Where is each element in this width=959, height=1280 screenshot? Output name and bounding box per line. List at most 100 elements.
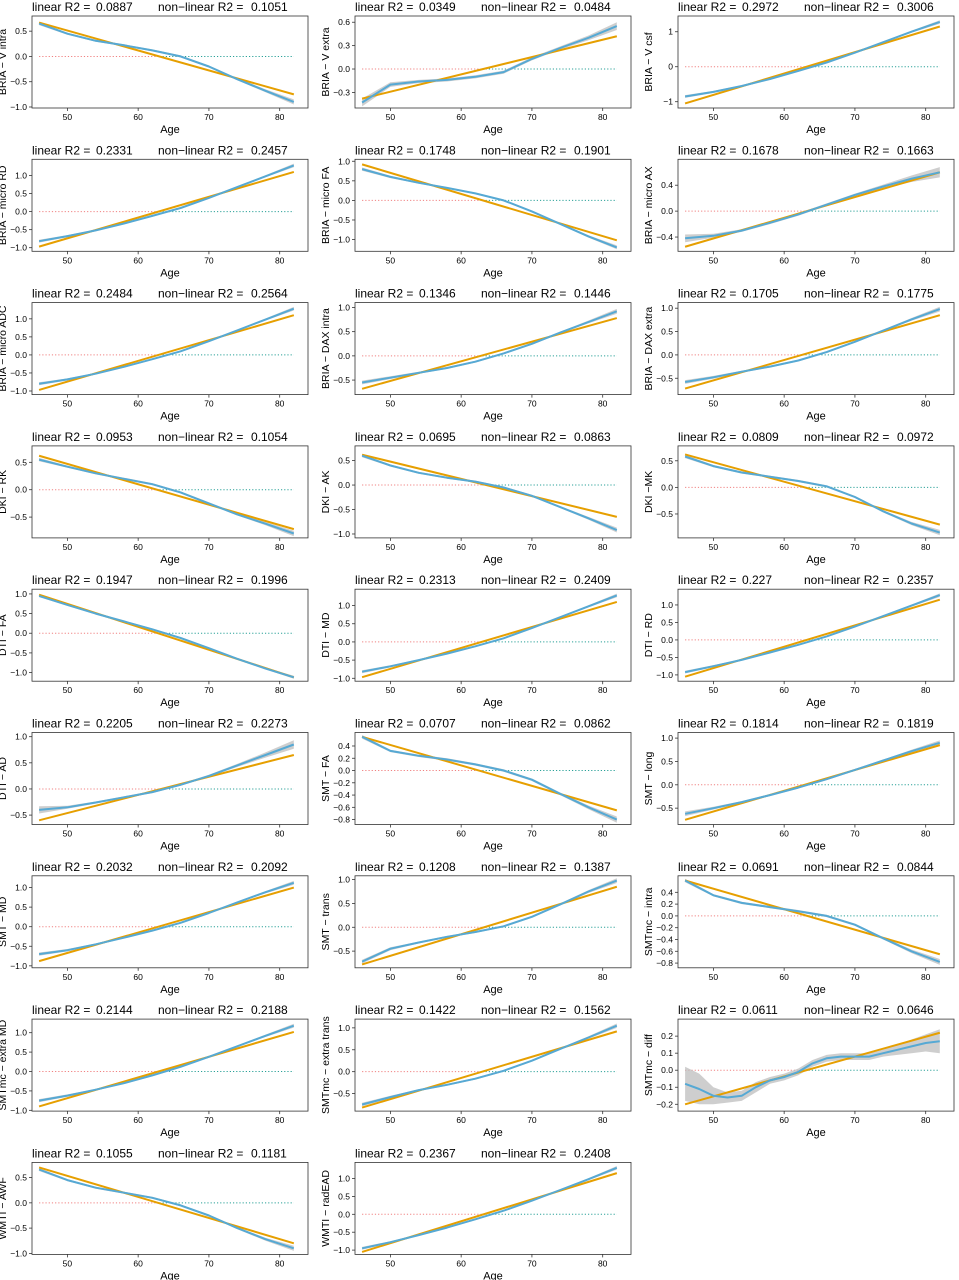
linear-r2-label: linear R2 = (32, 717, 90, 731)
y-tick-label: 0.5 (15, 189, 27, 199)
linear-r2-label: linear R2 = (355, 1146, 413, 1160)
nonlinear-fit-line (684, 1040, 940, 1099)
linear-r2-value: 0.1422 (419, 1003, 456, 1017)
linear-fit-line (684, 25, 941, 105)
y-axis-label: SMTmc − diff (643, 1034, 655, 1096)
x-axis-label: Age (160, 984, 180, 996)
chart-panel: linear R2 = 0.0887 non−linear R2 = 0.1051 50… (0, 0, 309, 136)
y-axis-label: BRIA − DAX extra (643, 307, 655, 391)
nonlinear-fit-line (361, 168, 618, 249)
x-tick-label: 70 (850, 829, 860, 839)
x-tick-label: 60 (779, 112, 789, 122)
x-tick-label: 80 (598, 399, 608, 409)
chart-panel: linear R2 = 0.1947 non−linear R2 = 0.1996 50… (0, 573, 309, 709)
nonlinear-fit-line (684, 308, 941, 383)
y-tick-label: 1.0 (338, 601, 350, 611)
chart-panel: linear R2 = 0.2205 non−linear R2 = 0.2273 50… (0, 717, 309, 853)
nonlinear-r2-value: 0.2409 (574, 573, 611, 587)
x-axis-label: Age (483, 411, 503, 423)
chart-panel: linear R2 = 0.1814 non−linear R2 = 0.1819 50… (643, 717, 955, 853)
nonlinear-fit-line (361, 1024, 618, 1106)
chart-panel: linear R2 = 0.1346 non−linear R2 = 0.1446 50… (320, 287, 632, 423)
nonlinear-r2-label: non−linear R2 = (481, 717, 566, 731)
panel-border (677, 445, 955, 539)
panel-border (354, 158, 632, 252)
y-tick-label: 1.0 (15, 589, 27, 599)
y-tick-label: 0.0 (15, 1067, 27, 1077)
y-tick-label: −0.4 (656, 934, 673, 944)
nonlinear-r2-label: non−linear R2 = (804, 573, 889, 587)
x-tick-label: 60 (779, 255, 789, 265)
x-tick-label: 50 (709, 829, 719, 839)
x-tick-label: 50 (386, 1258, 396, 1268)
linear-fit-line (38, 1030, 295, 1108)
nonlinear-fit-line (38, 1168, 295, 1250)
linear-r2-value: 0.2972 (742, 0, 779, 14)
x-tick-label: 80 (598, 112, 608, 122)
y-tick-label: −0.5 (656, 803, 673, 813)
x-tick-label: 50 (386, 1115, 396, 1125)
chart-panel: linear R2 = 0.2367 non−linear R2 = 0.2408 50… (320, 1146, 632, 1280)
x-axis-label: Age (483, 1127, 503, 1139)
nonlinear-r2-value: 0.1996 (251, 573, 288, 587)
y-tick-label: 0.0 (338, 922, 350, 932)
confidence-band (39, 306, 294, 386)
y-tick-label: 0.0 (338, 351, 350, 361)
x-tick-label: 70 (527, 542, 537, 552)
y-tick-label: 0.0 (15, 51, 27, 61)
chart-panel: linear R2 = 0.1705 non−linear R2 = 0.1775 50… (643, 287, 955, 423)
y-tick-label: 0.0 (338, 766, 350, 776)
y-tick-label: 1.0 (15, 314, 27, 324)
x-axis-label: Age (806, 1127, 826, 1139)
linear-r2-value: 0.0691 (742, 860, 779, 874)
x-axis-label: Age (806, 267, 826, 279)
y-tick-label: −0.5 (656, 652, 673, 662)
panel-border (354, 302, 632, 396)
nonlinear-fit-line (38, 307, 295, 385)
nonlinear-r2-label: non−linear R2 = (158, 860, 243, 874)
panel-border (677, 875, 955, 969)
x-tick-label: 80 (275, 112, 285, 122)
y-tick-label: 0.0 (661, 911, 673, 921)
x-tick-label: 70 (204, 972, 214, 982)
linear-r2-label: linear R2 = (678, 430, 736, 444)
y-axis-label: BRIA − V csf (643, 32, 655, 91)
x-tick-label: 80 (598, 1258, 608, 1268)
nonlinear-r2-label: non−linear R2 = (158, 573, 243, 587)
panel-border (31, 158, 309, 252)
x-axis-label: Age (160, 1270, 180, 1280)
x-tick-label: 50 (386, 972, 396, 982)
y-tick-label: 1.0 (661, 303, 673, 313)
y-tick-label: 1.0 (15, 883, 27, 893)
linear-r2-value: 0.0611 (742, 1003, 778, 1017)
x-tick-label: 50 (63, 399, 73, 409)
linear-fit-line (38, 314, 295, 391)
panel-border (354, 15, 632, 109)
y-tick-label: 0.5 (15, 26, 27, 36)
confidence-band (685, 306, 940, 384)
confidence-band (685, 1029, 940, 1105)
chart-panel: linear R2 = 0.0611 non−linear R2 = 0.0646 50… (643, 1003, 955, 1139)
y-tick-label: 0.0 (338, 195, 350, 205)
y-tick-label: 0.1 (661, 1048, 673, 1058)
x-axis-label: Age (806, 697, 826, 709)
y-tick-label: −0.8 (656, 958, 673, 968)
nonlinear-fit-line (38, 164, 295, 243)
x-tick-label: 70 (850, 685, 860, 695)
y-tick-label: 1.0 (15, 732, 27, 742)
chart-panel: linear R2 = 0.2313 non−linear R2 = 0.2409 50… (320, 573, 632, 709)
nonlinear-r2-value: 0.2564 (251, 287, 288, 301)
x-tick-label: 60 (779, 685, 789, 695)
nonlinear-r2-label: non−linear R2 = (804, 430, 889, 444)
panel-border (354, 445, 632, 539)
nonlinear-r2-value: 0.2408 (574, 1146, 611, 1160)
x-tick-label: 80 (921, 399, 931, 409)
chart-panel: linear R2 = 0.2032 non−linear R2 = 0.2092 50… (0, 860, 309, 996)
y-tick-label: −0.5 (10, 1223, 27, 1233)
linear-r2-value: 0.1346 (419, 287, 456, 301)
nonlinear-r2-label: non−linear R2 = (804, 1003, 889, 1017)
y-tick-label: −1.0 (10, 1105, 27, 1115)
y-tick-label: −0.2 (656, 1099, 673, 1109)
x-tick-label: 80 (921, 255, 931, 265)
linear-r2-value: 0.1705 (742, 287, 779, 301)
